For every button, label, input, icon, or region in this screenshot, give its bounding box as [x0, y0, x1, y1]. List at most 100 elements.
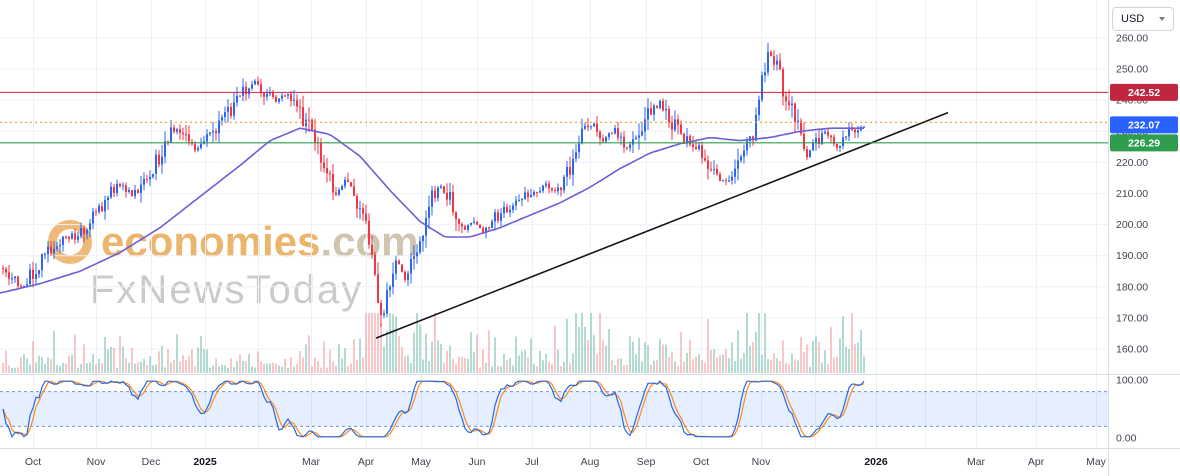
volume-bar — [572, 353, 574, 373]
candle-body — [746, 141, 748, 151]
candle-body — [692, 144, 694, 148]
time-axis[interactable] — [0, 448, 1108, 476]
candle-body — [11, 278, 13, 280]
candle-body — [719, 174, 721, 181]
volume-bar — [197, 347, 199, 373]
candle-body — [287, 93, 289, 96]
volume-bar — [359, 338, 361, 373]
candle-body — [572, 158, 574, 175]
volume-bar — [386, 330, 388, 373]
volume-bar — [443, 362, 445, 373]
volume-bar — [29, 364, 31, 373]
candle-body — [119, 183, 121, 187]
candle-body — [827, 131, 829, 136]
volume-bar — [575, 313, 577, 373]
candle-body — [800, 120, 802, 134]
volume-bar — [623, 365, 625, 373]
candle-body — [215, 131, 217, 134]
candle-body — [845, 136, 847, 138]
volume-bar — [503, 353, 505, 373]
volume-bar — [89, 362, 91, 373]
candle-body — [104, 200, 106, 212]
candle-body — [206, 134, 208, 142]
candle-body — [515, 200, 517, 206]
candle-body — [53, 248, 55, 254]
trendline — [375, 111, 949, 339]
volume-bar — [806, 344, 808, 373]
candle-body — [5, 269, 7, 273]
candle-body — [230, 106, 232, 116]
candle-body — [449, 192, 451, 200]
price-tick-label: 260.00 — [1116, 33, 1148, 45]
volume-bar — [662, 344, 664, 373]
volume-bar — [182, 355, 184, 373]
volume-bar — [65, 363, 67, 373]
volume-bar — [548, 362, 550, 373]
candle-body — [359, 208, 361, 210]
price-badge-label: 242.52 — [1128, 87, 1160, 99]
volume-bar — [77, 367, 79, 373]
candle-body — [197, 148, 199, 151]
candle-body — [92, 211, 94, 224]
volume-bar — [347, 365, 349, 373]
candle-body — [530, 194, 532, 198]
volume-bar — [416, 313, 418, 373]
volume-bar — [650, 364, 652, 373]
volume-bar — [419, 324, 421, 373]
candle-body — [578, 143, 580, 153]
volume-bar — [92, 353, 94, 373]
volume-bar — [587, 339, 589, 373]
volume-bar — [440, 344, 442, 373]
candle-body — [428, 206, 430, 218]
volume-bar — [692, 359, 694, 373]
volume-bar — [266, 363, 268, 373]
candle-body — [596, 123, 598, 132]
volume-bar — [332, 361, 334, 373]
candle-body — [485, 227, 487, 234]
candle-body — [761, 75, 763, 100]
volume-bar — [545, 353, 547, 373]
candle-body — [500, 213, 502, 221]
candle-body — [113, 186, 115, 193]
candle-body — [695, 147, 697, 150]
candle-body — [155, 154, 157, 174]
candle-body — [662, 100, 664, 111]
volume-bar — [371, 313, 373, 373]
candle-body — [476, 221, 478, 225]
volume-bar — [323, 341, 325, 373]
volume-bar — [614, 365, 616, 373]
candle-body — [302, 107, 304, 126]
candle-body — [839, 146, 841, 148]
volume-bar — [62, 362, 64, 373]
volume-bar — [665, 344, 667, 373]
candle-body — [548, 183, 550, 189]
volume-bar — [188, 356, 190, 373]
volume-bar — [788, 364, 790, 373]
candle-body — [437, 187, 439, 199]
time-axis-label: Jul — [525, 456, 538, 468]
candle-body — [749, 136, 751, 142]
candle-body — [176, 129, 178, 132]
price-axis[interactable] — [1108, 0, 1180, 448]
volume-bar — [431, 341, 433, 373]
currency-selector[interactable]: USD — [1112, 7, 1174, 31]
candle-body — [425, 217, 427, 236]
candle-body — [674, 119, 676, 130]
candle-body — [290, 93, 292, 101]
candle-body — [209, 132, 211, 135]
candle-body — [335, 192, 337, 195]
volume-bar — [152, 365, 154, 373]
time-axis-label: Aug — [581, 456, 600, 468]
volume-bar — [857, 342, 859, 373]
volume-bar — [791, 353, 793, 373]
volume-bar — [842, 316, 844, 373]
candle-body — [77, 236, 79, 240]
volume-bar — [758, 313, 760, 373]
volume-bar — [344, 348, 346, 373]
volume-bar — [500, 366, 502, 373]
price-tick-label: 160.00 — [1116, 344, 1148, 356]
volume-bar — [260, 361, 262, 373]
candle-body — [683, 133, 685, 144]
candle-body — [182, 132, 184, 135]
